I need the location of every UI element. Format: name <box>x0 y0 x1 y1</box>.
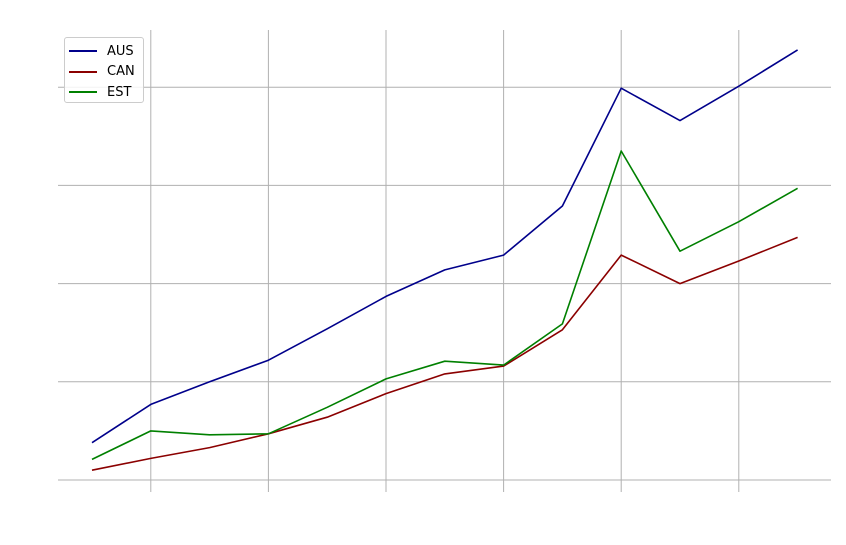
series-lines <box>91 49 799 471</box>
legend-entry-can: CAN <box>69 62 143 83</box>
legend-entry-aus: AUS <box>69 41 143 62</box>
series-line-est <box>91 150 798 461</box>
legend-label-aus: AUS <box>107 43 134 59</box>
legend-entry-est: EST <box>69 82 143 103</box>
legend-label-can: CAN <box>107 64 135 80</box>
legend-label-est: EST <box>107 84 132 100</box>
legend-swatch-aus <box>69 50 97 53</box>
legend: AUS CAN EST <box>64 37 144 103</box>
series-line-aus <box>91 49 799 444</box>
series-line-can <box>91 236 798 471</box>
legend-swatch-est <box>69 91 97 94</box>
legend-swatch-can <box>69 70 97 73</box>
